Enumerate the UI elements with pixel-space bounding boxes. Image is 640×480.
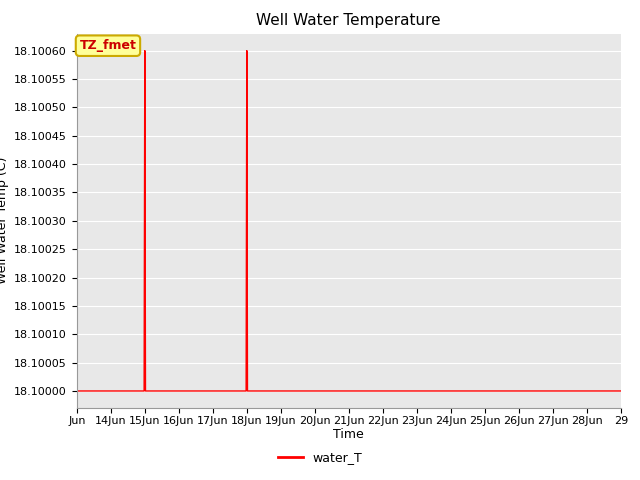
water_T [345,388,353,394]
water_T [277,388,285,394]
water_T [141,48,148,53]
water_T [617,388,625,394]
water_T [243,388,250,394]
water_T [583,388,591,394]
water_T [243,48,251,53]
water_T [140,388,148,394]
Line: water_T: water_T [77,50,621,391]
water_T [73,388,81,394]
water_T [447,388,454,394]
water_T [209,388,216,394]
Text: TZ_fmet: TZ_fmet [79,39,136,52]
Title: Well Water Temperature: Well Water Temperature [257,13,441,28]
water_T [107,388,115,394]
water_T [311,388,319,394]
Y-axis label: Well Water Temp (C): Well Water Temp (C) [0,157,9,285]
water_T [379,388,387,394]
water_T [481,388,489,394]
X-axis label: Time: Time [333,429,364,442]
water_T [175,388,182,394]
water_T [413,388,420,394]
water_T [515,388,523,394]
water_T [244,388,252,394]
water_T [549,388,557,394]
Legend: water_T: water_T [273,446,367,469]
water_T [141,388,149,394]
